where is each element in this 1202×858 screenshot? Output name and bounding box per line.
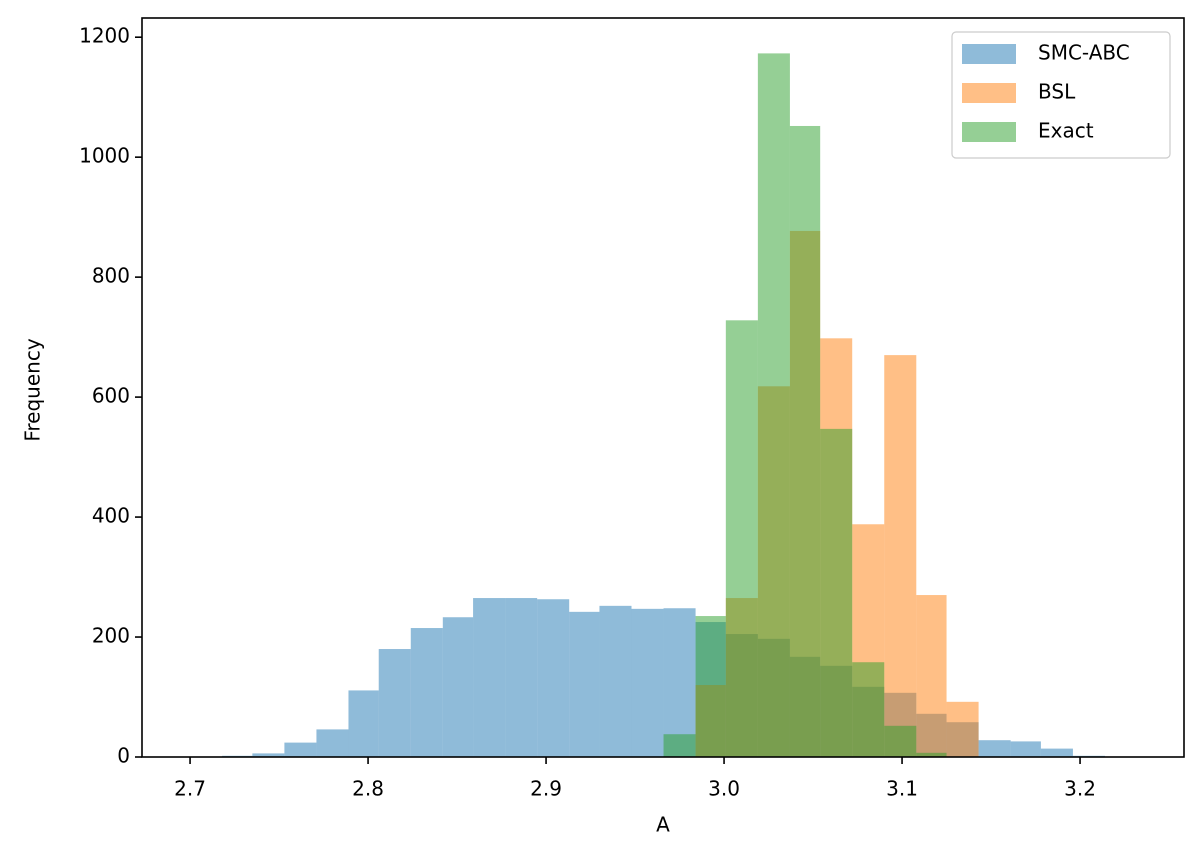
histogram-bar — [599, 605, 632, 757]
histogram-bar — [505, 598, 538, 757]
histogram-bar — [916, 595, 947, 757]
histogram-bar — [789, 125, 821, 758]
histogram-bar — [663, 608, 696, 757]
histogram-bar — [410, 628, 443, 757]
histogram-bar — [348, 690, 379, 757]
x-tick-label: 3.1 — [886, 777, 918, 801]
y-tick-label: 1200 — [79, 24, 130, 48]
histogram-bar — [884, 355, 917, 757]
legend-label: SMC-ABC — [1038, 41, 1130, 65]
x-tick-label: 2.9 — [530, 777, 562, 801]
histogram-bar — [378, 649, 411, 757]
legend-swatch — [962, 83, 1016, 103]
y-axis-label: Frequency — [21, 338, 45, 441]
histogram-bar — [473, 598, 506, 757]
y-tick-label: 0 — [117, 744, 130, 768]
legend-label: BSL — [1038, 80, 1076, 104]
axes-frame — [141, 17, 1185, 758]
histogram-bar — [852, 662, 885, 757]
histogram-bar — [537, 599, 570, 757]
histogram-bar — [978, 740, 1011, 757]
x-tick-label: 3.0 — [708, 777, 740, 801]
y-tick-label: 600 — [92, 384, 130, 408]
plot-area — [222, 53, 1105, 758]
histogram-bar — [663, 734, 696, 757]
histogram-bar — [884, 725, 917, 757]
legend-label: Exact — [1038, 119, 1094, 143]
legend-swatch — [962, 44, 1016, 64]
y-tick-label: 800 — [92, 264, 130, 288]
histogram-bar — [946, 701, 979, 757]
histogram-bar — [569, 611, 600, 757]
histogram-bar — [1040, 748, 1073, 757]
histogram-bar — [757, 53, 790, 757]
histogram-bar — [316, 729, 349, 757]
x-tick-label: 2.8 — [352, 777, 384, 801]
histogram-bar — [631, 608, 664, 757]
histogram-bar — [1010, 741, 1041, 757]
legend-swatch — [962, 122, 1016, 142]
x-tick-label: 2.7 — [174, 777, 206, 801]
histogram-bar — [725, 320, 758, 757]
y-tick-label: 1000 — [79, 144, 130, 168]
histogram-bar — [284, 742, 317, 757]
histogram-bar — [442, 617, 474, 757]
histogram-bar — [916, 752, 947, 757]
y-tick-label: 400 — [92, 504, 130, 528]
histogram-bar — [252, 753, 285, 757]
histogram-bar — [820, 428, 853, 757]
y-tick-label: 200 — [92, 624, 130, 648]
legend: SMC-ABC BSL Exact — [951, 31, 1171, 159]
histogram-bar — [695, 616, 726, 757]
x-axis-label: A — [656, 813, 670, 837]
x-tick-label: 3.2 — [1064, 777, 1096, 801]
